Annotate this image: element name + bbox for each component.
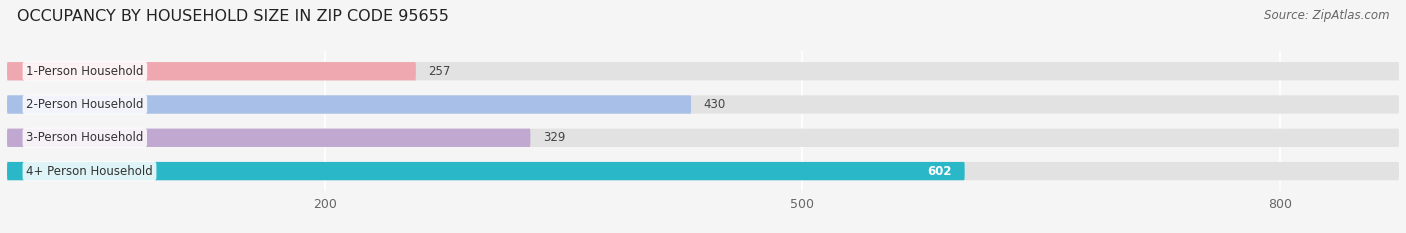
Text: 602: 602 <box>928 164 952 178</box>
Text: 2-Person Household: 2-Person Household <box>27 98 143 111</box>
Text: OCCUPANCY BY HOUSEHOLD SIZE IN ZIP CODE 95655: OCCUPANCY BY HOUSEHOLD SIZE IN ZIP CODE … <box>17 9 449 24</box>
FancyBboxPatch shape <box>7 62 416 80</box>
Text: 430: 430 <box>704 98 725 111</box>
Text: Source: ZipAtlas.com: Source: ZipAtlas.com <box>1264 9 1389 22</box>
Text: 1-Person Household: 1-Person Household <box>27 65 143 78</box>
FancyBboxPatch shape <box>7 162 1399 180</box>
Text: 329: 329 <box>543 131 565 144</box>
FancyBboxPatch shape <box>7 162 965 180</box>
Text: 3-Person Household: 3-Person Household <box>27 131 143 144</box>
FancyBboxPatch shape <box>7 95 692 114</box>
Text: 257: 257 <box>429 65 451 78</box>
FancyBboxPatch shape <box>7 129 1399 147</box>
FancyBboxPatch shape <box>7 62 1399 80</box>
Text: 4+ Person Household: 4+ Person Household <box>27 164 153 178</box>
FancyBboxPatch shape <box>7 95 1399 114</box>
FancyBboxPatch shape <box>7 129 530 147</box>
